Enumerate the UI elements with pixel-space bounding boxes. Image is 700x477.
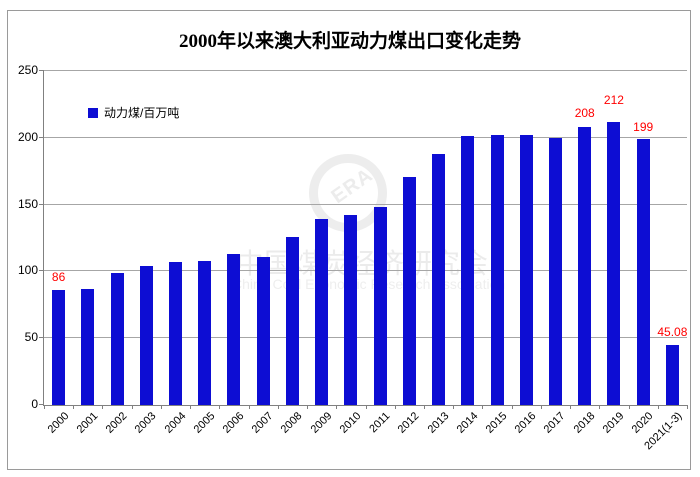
x-axis-tick — [687, 405, 688, 409]
x-axis-tick — [482, 405, 484, 409]
bar — [256, 257, 270, 405]
bar-value-label: 199 — [633, 120, 654, 135]
bar — [461, 136, 475, 405]
x-axis-tick — [102, 405, 104, 409]
gridline — [44, 136, 687, 138]
x-axis-tick — [336, 405, 338, 409]
y-axis-label: 200 — [17, 129, 38, 144]
bar — [490, 135, 504, 405]
y-axis-label: 100 — [17, 263, 38, 278]
x-axis-tick — [599, 405, 601, 409]
bar — [665, 345, 679, 405]
y-axis-label: 0 — [31, 397, 38, 411]
x-axis-tick — [73, 405, 75, 409]
bar — [110, 273, 124, 405]
y-axis-label: 50 — [24, 330, 38, 345]
gridline — [44, 70, 687, 71]
bar — [52, 290, 66, 405]
x-axis-tick — [453, 405, 455, 409]
y-axis-tick — [39, 136, 44, 138]
x-axis-tick — [160, 405, 162, 409]
legend-swatch-icon — [88, 107, 98, 118]
bar — [315, 219, 329, 405]
bar-value-label: 208 — [574, 106, 595, 121]
y-axis-tick — [39, 337, 44, 339]
bar — [636, 139, 650, 405]
gridline — [44, 203, 687, 205]
x-axis-tick — [307, 405, 309, 409]
bar — [607, 122, 621, 405]
bar — [285, 237, 299, 405]
bar — [432, 154, 446, 405]
bar-value-label: 45.08 — [657, 324, 688, 339]
y-axis-label: 150 — [17, 196, 38, 211]
bar — [519, 135, 533, 405]
legend-label: 动力煤/百万吨 — [104, 106, 180, 120]
y-axis-tick — [39, 70, 44, 71]
x-axis-tick — [190, 405, 192, 409]
bar — [227, 254, 241, 405]
x-axis-tick — [394, 405, 396, 409]
x-axis-tick — [657, 405, 659, 409]
bar — [344, 215, 358, 405]
bar — [139, 266, 153, 405]
gridline — [44, 270, 687, 272]
gridline — [44, 337, 687, 339]
x-axis-tick — [44, 405, 45, 409]
x-axis-tick — [570, 405, 572, 409]
bar — [169, 262, 183, 405]
y-axis-tick — [39, 404, 44, 405]
y-axis-label: 250 — [17, 63, 38, 77]
legend: 动力煤/百万吨 — [88, 104, 179, 121]
chart-title: 2000年以来澳大利亚动力煤出口变化走势 — [178, 31, 521, 52]
bar — [402, 177, 416, 405]
x-axis-tick — [511, 405, 513, 409]
x-axis-tick — [277, 405, 279, 409]
bar — [548, 138, 562, 405]
y-axis-tick — [39, 270, 44, 272]
bar-value-label: 212 — [603, 92, 624, 107]
bar — [373, 207, 387, 405]
x-axis-tick — [423, 405, 425, 409]
x-axis-tick — [628, 405, 630, 409]
x-axis-tick — [219, 405, 221, 409]
bar — [81, 289, 95, 405]
bar — [578, 127, 592, 405]
plot-area: 0 50 100 150 200 250 2000 86 2001 2002 2003 2004 200… — [18, 63, 688, 452]
x-axis-tick — [248, 405, 250, 409]
x-axis-tick — [540, 405, 542, 409]
watermark-cn-text: 中国煤炭经济研究会 — [236, 248, 489, 279]
x-axis-tick — [131, 405, 133, 409]
bar-value-label: 86 — [51, 270, 66, 285]
bar — [198, 261, 212, 405]
y-axis-tick — [39, 203, 44, 205]
x-axis-tick — [365, 405, 367, 409]
